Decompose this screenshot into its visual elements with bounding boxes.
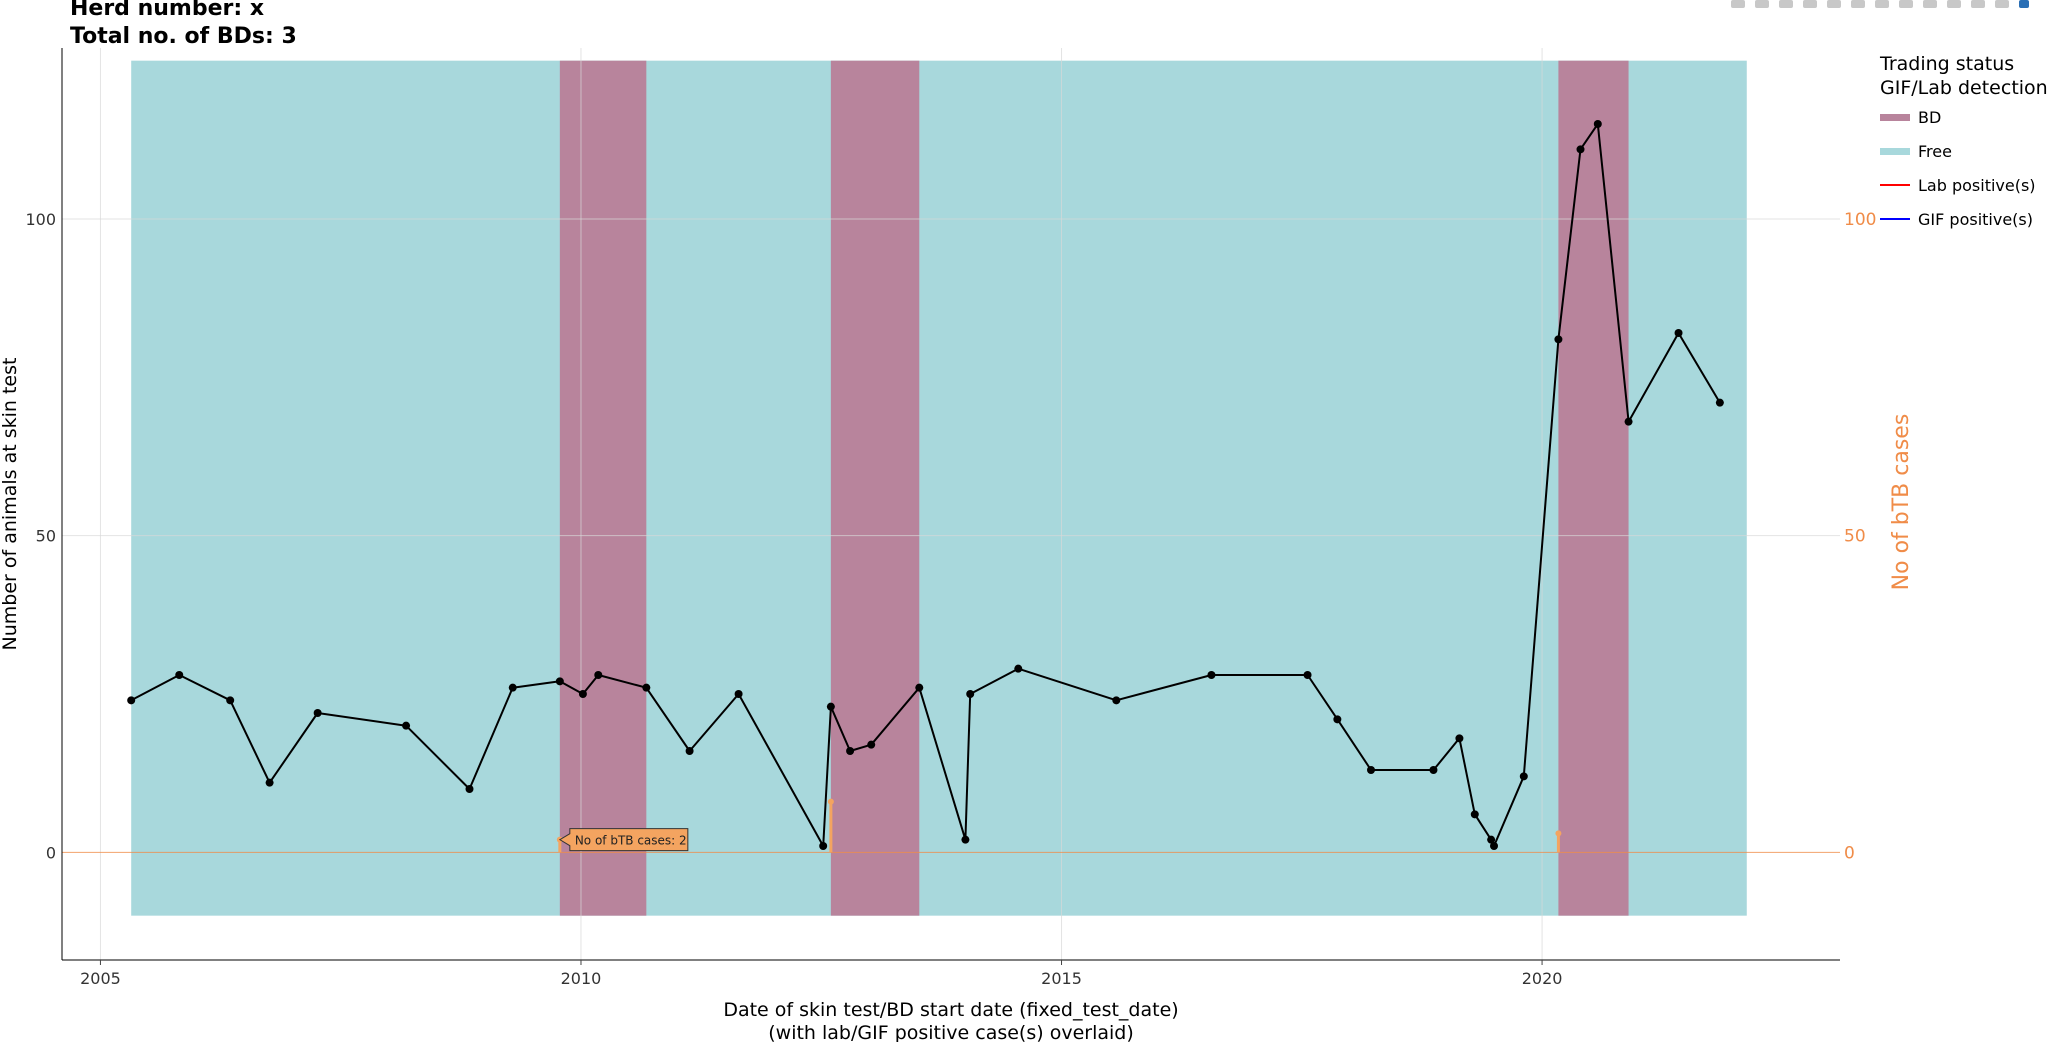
chart-title-herd-number: Herd number: x (70, 0, 265, 21)
y-tick-label-50: 50 (36, 527, 56, 546)
y2-tick-label-100: 100 (1844, 210, 1876, 230)
y-tick-label-100: 100 (25, 210, 56, 229)
legend-item-lab-positive-s[interactable]: Lab positive(s) (1880, 168, 2048, 202)
animals-data-point[interactable] (1715, 398, 1724, 407)
free-band[interactable] (131, 60, 1747, 916)
animals-data-point[interactable] (734, 690, 743, 698)
legend-item-free[interactable]: Free (1880, 134, 2048, 168)
legend-item-gif-positive-s[interactable]: GIF positive(s) (1880, 202, 2048, 236)
zoom-in-icon[interactable] (1851, 0, 1865, 8)
zoom-icon[interactable] (1755, 0, 1769, 8)
box-select-icon[interactable] (1803, 0, 1817, 8)
animals-data-point[interactable] (265, 778, 274, 787)
hover-compare-icon[interactable] (1995, 0, 2009, 8)
y-axis-title: Number of animals at skin test (0, 358, 21, 651)
legend-label: Free (1918, 141, 1952, 161)
animals-data-point[interactable] (966, 690, 975, 698)
animals-data-point[interactable] (1593, 120, 1602, 128)
legend-swatch (1880, 184, 1910, 186)
bd-band-1[interactable] (559, 60, 647, 916)
y2-tick-label-0: 0 (1844, 843, 1855, 863)
legend-swatch (1880, 218, 1910, 220)
x-axis-title: Date of skin test/BD start date (fixed_t… (723, 999, 1178, 1021)
legend-title-gif-lab: GIF/Lab detection (1880, 77, 2048, 99)
y2-axis-title: No of bTB cases (1889, 414, 1914, 591)
legend-swatch (1880, 113, 1910, 121)
camera-icon[interactable] (1731, 0, 1745, 8)
legend-label: GIF positive(s) (1918, 209, 2033, 229)
btb-cases-point-1[interactable] (827, 798, 834, 805)
y2-tick-label-50: 50 (1844, 527, 1866, 547)
animals-data-point[interactable] (961, 835, 970, 844)
animals-data-point[interactable] (1333, 715, 1342, 724)
animals-data-point[interactable] (313, 709, 322, 717)
animals-data-point[interactable] (555, 677, 564, 686)
animals-data-point[interactable] (826, 702, 835, 711)
animals-data-point[interactable] (867, 740, 876, 749)
animals-data-point[interactable] (1014, 664, 1023, 673)
animals-data-point[interactable] (1455, 734, 1464, 743)
animals-data-point[interactable] (1576, 145, 1585, 154)
animals-data-point[interactable] (508, 683, 517, 692)
animals-data-point[interactable] (594, 671, 603, 679)
animals-data-point[interactable] (1429, 766, 1438, 774)
tooltip-text: No of bTB cases: 2 (575, 834, 687, 848)
legend-title-trading-status: Trading status (1880, 53, 2015, 75)
animals-data-point[interactable] (642, 683, 651, 692)
animals-data-point[interactable] (1487, 835, 1496, 844)
animals-data-point[interactable] (1624, 417, 1633, 426)
animals-data-point[interactable] (1470, 810, 1479, 819)
animals-data-point[interactable] (465, 785, 474, 793)
tooltip-box (558, 828, 689, 852)
animals-data-point[interactable] (1303, 671, 1312, 679)
legend-label: Lab positive(s) (1918, 175, 2036, 195)
animals-data-point[interactable] (402, 721, 411, 730)
animals-data-point[interactable] (1112, 696, 1121, 705)
animals-data-point[interactable] (578, 690, 587, 698)
animals-data-point[interactable] (127, 696, 136, 705)
legend: Trading status GIF/Lab detection BD Free L… (1880, 52, 2048, 236)
pan-icon[interactable] (1779, 0, 1793, 8)
animals-data-point[interactable] (226, 696, 235, 705)
x-tick-label-2020: 2020 (1522, 969, 1563, 988)
autoscale-icon[interactable] (1899, 0, 1913, 8)
reset-axes-icon[interactable] (1923, 0, 1937, 8)
animals-data-point[interactable] (1490, 842, 1499, 850)
animals-data-point[interactable] (846, 747, 855, 755)
x-tick-label-2010: 2010 (561, 969, 602, 988)
zoom-out-icon[interactable] (1875, 0, 1889, 8)
animals-data-point[interactable] (819, 842, 828, 850)
hover-tooltip: No of bTB cases: 2 (558, 828, 689, 852)
x-tick-label-2015: 2015 (1041, 969, 1082, 988)
animals-data-point[interactable] (685, 747, 694, 755)
animals-data-point[interactable] (175, 671, 184, 679)
x-axis-subtitle: (with lab/GIF positive case(s) overlaid) (768, 1022, 1134, 1042)
legend-item-bd[interactable]: BD (1880, 100, 2048, 134)
plotly-logo-icon[interactable] (2019, 0, 2029, 8)
x-tick-label-2005: 2005 (80, 969, 121, 988)
chart-title-total-bds: Total no. of BDs: 3 (70, 24, 297, 49)
animals-data-point[interactable] (1366, 766, 1375, 774)
btb-cases-point-2[interactable] (1555, 830, 1562, 837)
animals-data-point[interactable] (1207, 671, 1216, 679)
legend-label: BD (1918, 107, 1942, 127)
animals-data-point[interactable] (1554, 335, 1563, 344)
plot-toolbar (1731, 0, 2029, 10)
animals-data-point[interactable] (1519, 772, 1528, 781)
spike-lines-icon[interactable] (1947, 0, 1961, 8)
hover-closest-icon[interactable] (1971, 0, 1985, 8)
y-tick-label-0: 0 (46, 843, 56, 862)
bd-band-2[interactable] (830, 60, 920, 916)
lasso-icon[interactable] (1827, 0, 1841, 8)
animals-data-point[interactable] (915, 683, 924, 692)
bd-band-3[interactable] (1558, 60, 1629, 916)
legend-swatch (1880, 147, 1910, 155)
animals-data-point[interactable] (1674, 329, 1683, 337)
